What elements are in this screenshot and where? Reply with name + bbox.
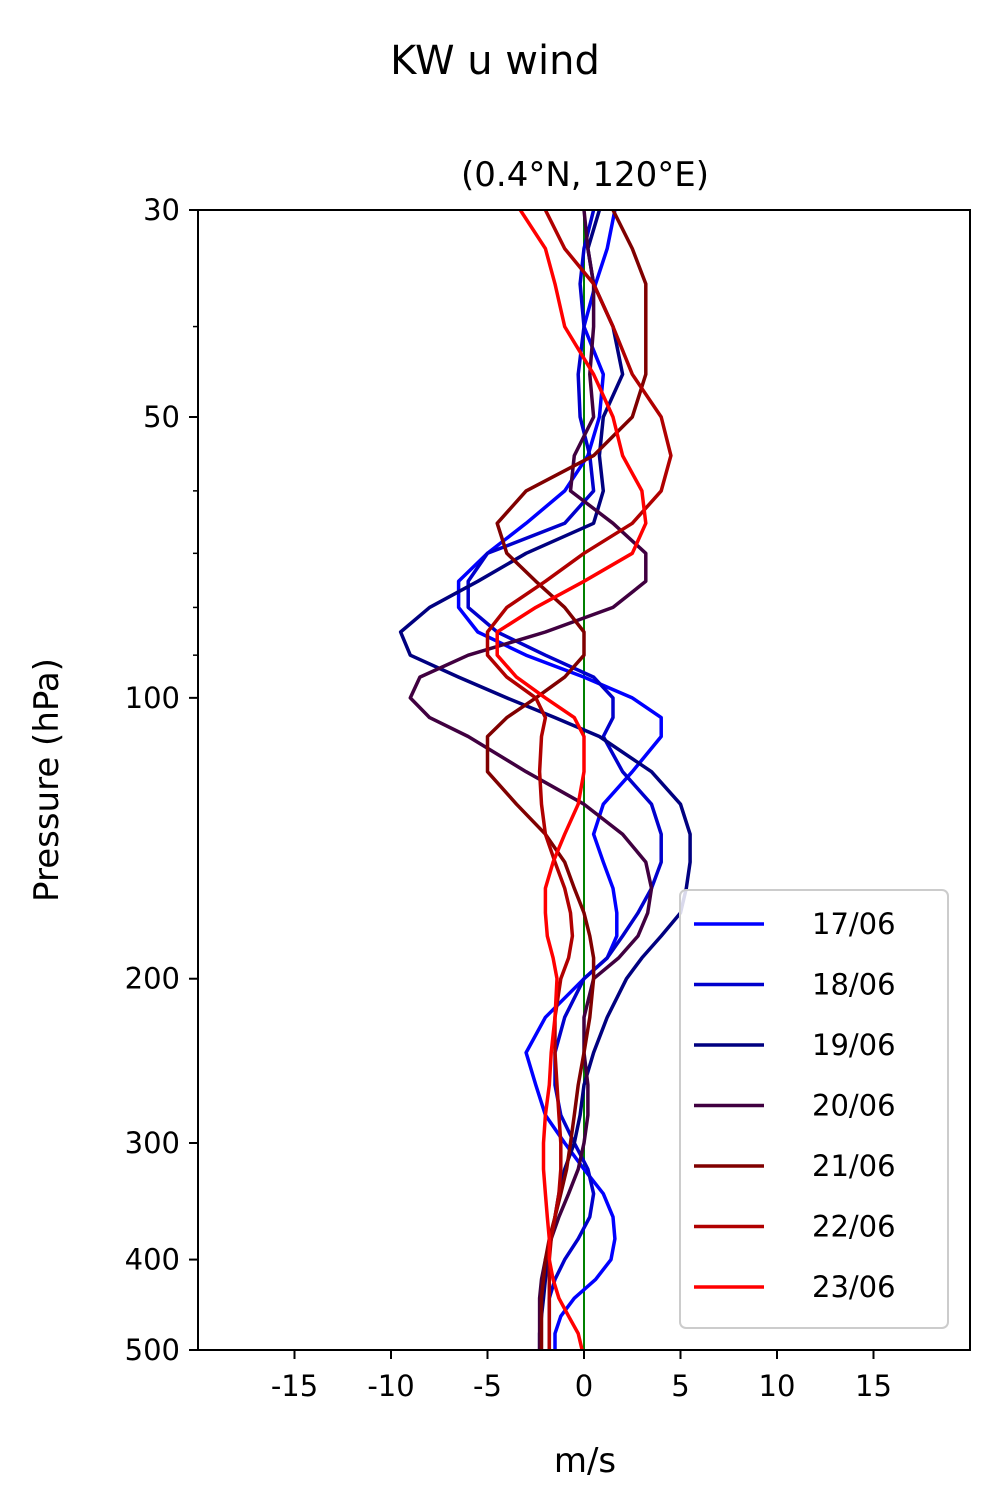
series-line-18-06 bbox=[466, 210, 663, 1350]
plot-area: -15 -10 -5 0 5 10 15 30 50 100 200 300 400 500 bbox=[125, 193, 971, 1403]
y-tick-label: 50 bbox=[143, 400, 180, 434]
series-lines bbox=[398, 210, 692, 1350]
x-tick-label: 15 bbox=[855, 1369, 892, 1403]
series-line-23-06 bbox=[495, 210, 648, 1350]
y-tick-label: 300 bbox=[125, 1126, 180, 1160]
y-tick-label: 500 bbox=[125, 1333, 180, 1367]
y-tick-label: 400 bbox=[125, 1243, 180, 1277]
x-tick-label: -10 bbox=[367, 1369, 414, 1403]
chart-subtitle: (0.4°N, 120°E) bbox=[461, 155, 709, 195]
legend-label: 19/06 bbox=[812, 1028, 896, 1062]
x-tick-label: 0 bbox=[575, 1369, 593, 1403]
x-tick-label: -15 bbox=[271, 1369, 318, 1403]
series-line-20-06 bbox=[408, 210, 654, 1350]
legend: 17/06 18/06 19/06 20/06 21/06 22/06 23/06 bbox=[679, 889, 949, 1329]
x-tick-label: 5 bbox=[671, 1369, 689, 1403]
y-axis-label: Pressure (hPa) bbox=[27, 658, 67, 902]
x-axis-label: m/s bbox=[554, 1441, 616, 1481]
legend-label: 22/06 bbox=[812, 1210, 896, 1244]
legend-box bbox=[679, 889, 949, 1329]
series-line-21-06 bbox=[485, 210, 648, 1350]
y-tick-label: 200 bbox=[125, 962, 180, 996]
legend-label: 23/06 bbox=[812, 1270, 896, 1304]
x-tick-label: -5 bbox=[473, 1369, 502, 1403]
legend-label: 17/06 bbox=[812, 907, 896, 941]
series-line-22-06 bbox=[485, 210, 673, 1350]
legend-label: 21/06 bbox=[812, 1149, 896, 1183]
legend-label: 20/06 bbox=[812, 1089, 896, 1123]
y-tick-label: 30 bbox=[143, 193, 180, 227]
chart-title: KW u wind bbox=[390, 38, 600, 84]
series-line-17-06 bbox=[456, 210, 663, 1350]
x-tick-label: 10 bbox=[759, 1369, 796, 1403]
legend-label: 18/06 bbox=[812, 968, 896, 1002]
y-tick-label: 100 bbox=[125, 681, 180, 715]
